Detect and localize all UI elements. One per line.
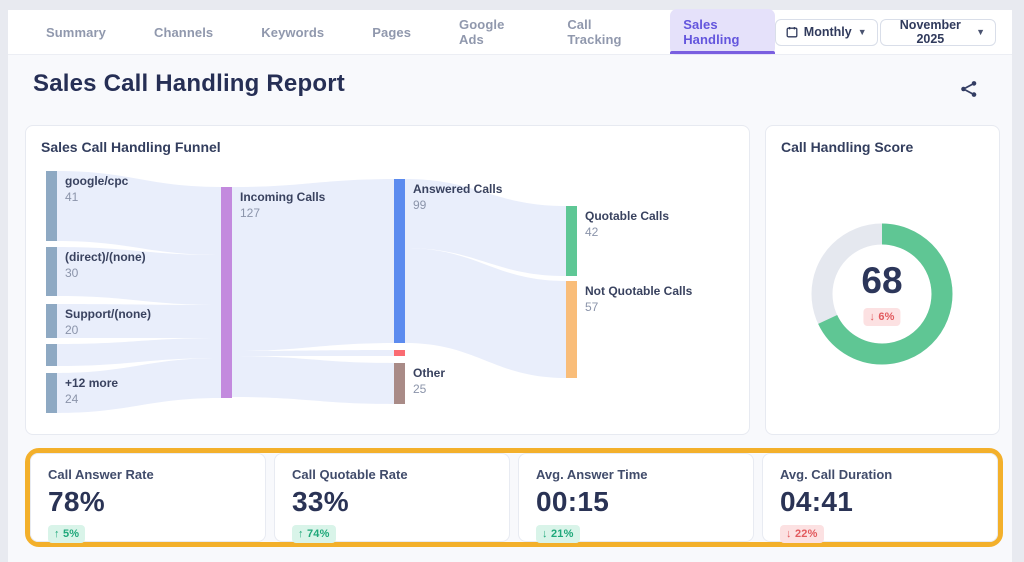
metric-card: Call Answer Rate 78% ↑ 5% [30, 453, 266, 543]
tab-label: Summary [46, 24, 106, 40]
sankey-label-google-cpc: google/cpc [65, 174, 129, 188]
period-dropdown-button[interactable]: Monthly ▼ [774, 18, 878, 46]
sankey-label-direct-none: (direct)/(none) [65, 250, 146, 264]
tab-label: Keywords [261, 24, 325, 40]
chevron-down-icon: ▼ [976, 26, 985, 37]
flow-incoming-to-answered [232, 179, 394, 351]
sankey-node-other-source[interactable] [46, 344, 57, 366]
sankey-value-support-none: 20 [65, 323, 79, 337]
metric-label: Call Answer Rate [48, 467, 154, 482]
tab-google-ads[interactable]: Google Ads [446, 10, 532, 54]
sankey-node-support-none[interactable] [46, 304, 57, 338]
sankey-label-support-none: Support/(none) [65, 307, 151, 321]
sankey-value-not-quotable: 57 [585, 300, 599, 314]
flow-incoming-to-missed [232, 350, 394, 356]
sankey-node-quotable[interactable] [566, 206, 577, 276]
tab-sales-handling[interactable]: Sales Handling [670, 9, 775, 55]
flow-more-sources-to-incoming [57, 358, 221, 413]
flow-support-none-to-incoming [57, 304, 221, 338]
metric-delta-badge: ↑ 74% [292, 525, 336, 543]
metrics-row-highlight: Call Answer Rate 78% ↑ 5% Call Quotable … [25, 448, 1003, 547]
date-dropdown-label: November 2025 [899, 18, 961, 46]
metric-card: Call Quotable Rate 33% ↑ 74% [274, 453, 510, 543]
sankey-node-other-calls[interactable] [394, 363, 405, 404]
sales-funnel-card: google/cpc 41 (direct)/(none) 30 Support/(no… [25, 125, 750, 435]
share-button[interactable] [960, 80, 980, 100]
tab-label: Channels [153, 24, 214, 40]
calendar-icon [786, 27, 798, 38]
sankey-node-google-cpc[interactable] [46, 171, 57, 241]
sankey-value-other-calls: 25 [413, 382, 427, 396]
sankey-value-incoming: 127 [240, 206, 260, 220]
tab-keywords[interactable]: Keywords [248, 10, 337, 54]
period-controls: Monthly ▼ November 2025 ▼ [774, 10, 996, 54]
metric-card: Avg. Call Duration 04:41 ↓ 22% [762, 453, 998, 543]
tab-pages[interactable]: Pages [359, 10, 424, 54]
tab-label: Call Tracking [567, 17, 622, 47]
tab-channels[interactable]: Channels [141, 10, 226, 54]
donut-arc [811, 223, 953, 365]
sankey-node-answered[interactable] [394, 179, 405, 343]
metric-delta-badge: ↓ 22% [780, 525, 824, 543]
score-delta-badge: ↓ 6% [863, 308, 901, 326]
metric-label: Avg. Answer Time [536, 467, 648, 482]
funnel-card-title: Sales Call Handling Funnel [41, 139, 221, 155]
tab-call-tracking[interactable]: Call Tracking [554, 10, 648, 54]
sankey-label-incoming: Incoming Calls [240, 190, 326, 204]
sankey-label-not-quotable: Not Quotable Calls [585, 284, 693, 298]
sankey-node-not-quotable[interactable] [566, 281, 577, 378]
page-title: Sales Call Handling Report [33, 70, 345, 97]
score-donut-chart [811, 223, 953, 365]
tab-label: Google Ads [459, 17, 505, 47]
sankey-node-more-sources[interactable] [46, 373, 57, 413]
flow-other-source-to-incoming [57, 338, 221, 366]
score-center: 68 ↓ 6% [861, 260, 903, 326]
main-panel: Summary Channels Keywords Pages Google A… [8, 9, 1012, 562]
metric-label: Call Quotable Rate [292, 467, 408, 482]
date-dropdown-button[interactable]: November 2025 ▼ [879, 18, 996, 46]
sankey-node-incoming[interactable] [221, 187, 232, 398]
active-tab-indicator [670, 51, 775, 54]
metric-delta-badge: ↑ 5% [48, 525, 86, 543]
tab-summary[interactable]: Summary [33, 10, 119, 54]
metric-value: 00:15 [536, 486, 610, 517]
metric-card: Avg. Answer Time 00:15 ↓ 21% [518, 453, 754, 543]
call-handling-score-card: Call Handling Score 68 ↓ 6% [765, 125, 1000, 435]
sankey-value-google-cpc: 41 [65, 190, 79, 204]
sankey-node-missed[interactable] [394, 350, 405, 356]
report-tabs: Summary Channels Keywords Pages Google A… [33, 9, 775, 55]
metric-value: 78% [48, 486, 105, 517]
tab-label: Pages [372, 24, 412, 40]
flow-answered-to-quotable [405, 179, 566, 276]
period-dropdown-label: Monthly [803, 25, 852, 39]
score-value: 68 [861, 260, 903, 301]
sankey-node-direct-none[interactable] [46, 247, 57, 296]
share-icon [961, 81, 977, 97]
top-navbar: Summary Channels Keywords Pages Google A… [8, 9, 1012, 55]
sankey-label-answered: Answered Calls [413, 182, 503, 196]
sankey-value-answered: 99 [413, 198, 427, 212]
metric-value: 04:41 [780, 486, 854, 517]
flow-incoming-to-other-calls [232, 356, 394, 404]
sankey-value-quotable: 42 [585, 225, 599, 239]
metric-label: Avg. Call Duration [780, 467, 893, 482]
flow-answered-to-not-quotable [405, 248, 566, 378]
chevron-down-icon: ▼ [857, 26, 867, 37]
sankey-label-quotable: Quotable Calls [585, 209, 669, 223]
flow-direct-none-to-incoming [57, 247, 221, 305]
flow-google-cpc-to-incoming [57, 171, 221, 255]
sankey-label-more-sources: +12 more [65, 376, 118, 390]
metric-value: 33% [292, 486, 349, 517]
metric-delta-badge: ↓ 21% [536, 525, 580, 543]
score-card-title: Call Handling Score [781, 139, 914, 155]
sankey-value-direct-none: 30 [65, 266, 79, 280]
sankey-label-other-calls: Other [413, 366, 445, 380]
tab-label: Sales Handling [670, 9, 775, 55]
sankey-svg: google/cpc 41 (direct)/(none) 30 Support/(no… [46, 171, 693, 413]
sankey-value-more-sources: 24 [65, 392, 79, 406]
